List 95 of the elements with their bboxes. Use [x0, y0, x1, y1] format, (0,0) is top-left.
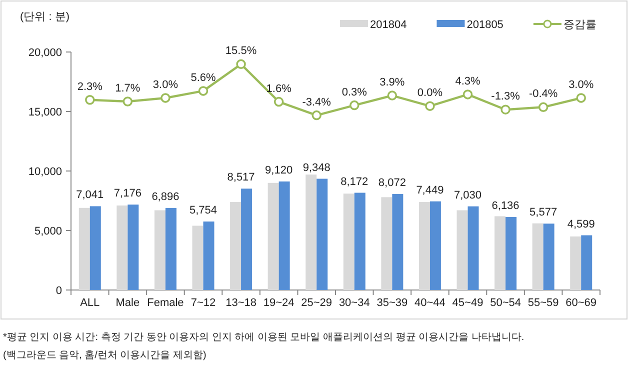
x-tick-label: 55~59	[528, 297, 559, 309]
data-label: 7,176	[114, 188, 142, 200]
bar	[456, 210, 468, 290]
x-tick-label: 19~24	[263, 297, 294, 309]
data-label: 5.6%	[190, 72, 216, 84]
y-axis-title: (단위 : 분)	[20, 11, 70, 23]
bar	[128, 204, 139, 290]
x-tick-label: 50~54	[490, 297, 521, 309]
data-label: 9,348	[302, 162, 330, 174]
point	[160, 93, 170, 103]
legend-label: 201804	[370, 19, 407, 31]
point	[576, 93, 586, 103]
x-tick-label: 25~29	[301, 297, 332, 309]
data-label: 7,449	[416, 184, 444, 196]
bar	[543, 224, 554, 290]
point	[236, 59, 246, 70]
bar	[430, 201, 441, 290]
text: 0	[56, 285, 62, 297]
data-label: 6,896	[152, 190, 180, 203]
x-tick-label: 40~44	[414, 297, 446, 309]
bar	[230, 202, 242, 290]
bar	[392, 194, 404, 290]
bar	[343, 194, 354, 290]
bar	[354, 192, 366, 290]
text: 20,000	[28, 47, 62, 59]
data-label: 4.3%	[455, 75, 480, 88]
bar	[468, 206, 479, 290]
legend-label: 201805	[466, 19, 504, 31]
point	[312, 110, 322, 120]
data-label: 8,172	[340, 176, 368, 188]
bar	[494, 216, 506, 290]
x-tick-label: 13~18	[226, 297, 256, 309]
data-label: 7,041	[76, 189, 104, 202]
x-tick-label: 7~12	[190, 297, 216, 309]
bar	[192, 226, 204, 290]
text: (백그라운드 음악, 홈/런처 이용시간을 제외함)	[3, 350, 206, 361]
point	[425, 101, 435, 111]
bar	[532, 223, 544, 290]
data-label: 6,136	[492, 200, 520, 212]
x-tick-label: 60~69	[566, 297, 597, 309]
point	[198, 86, 208, 96]
data-label: 2.3%	[77, 80, 103, 93]
data-label: 1.6%	[266, 82, 292, 95]
point	[500, 104, 510, 114]
data-label: 3.9%	[380, 76, 405, 89]
bar	[581, 235, 592, 290]
data-label: -3.4%	[302, 96, 332, 108]
point	[274, 96, 284, 107]
point	[387, 90, 398, 100]
text: 5,000	[34, 226, 62, 238]
data-label: 3.0%	[568, 78, 594, 91]
bar	[90, 206, 101, 290]
text: 15,000	[28, 106, 62, 118]
data-label: 15.5%	[225, 45, 257, 58]
point	[350, 100, 360, 110]
x-tick-label: Male	[116, 297, 140, 309]
bar	[570, 236, 582, 290]
point	[122, 96, 133, 106]
data-label: 5,577	[530, 206, 558, 219]
bar	[78, 208, 90, 290]
data-label: -0.4%	[528, 88, 558, 100]
data-label: 7,030	[454, 189, 482, 202]
bar	[241, 188, 252, 290]
bar	[268, 182, 279, 290]
data-label: 8,517	[227, 172, 255, 184]
bar	[418, 202, 430, 290]
data-label: -1.3%	[491, 90, 520, 103]
bar	[381, 197, 392, 290]
bar	[116, 206, 128, 290]
text: 10,000	[28, 166, 62, 178]
bar	[165, 208, 176, 290]
x-tick-label: 35~39	[376, 297, 408, 309]
text: *평균 인지 이용 시간: 측정 기간 동안 이용자의 인지 하에 이용된 모바일 애플리케이션의 평균 이용시간을 나타냅니다.	[3, 332, 524, 343]
bar	[154, 210, 166, 290]
x-tick-label: 30~34	[338, 297, 370, 309]
x-tick-label: 45~49	[452, 297, 484, 309]
legend-label: 증감률	[563, 19, 596, 31]
x-tick-label: Female	[147, 297, 184, 309]
data-label: 8,072	[378, 176, 406, 189]
x-tick-label: ALL	[80, 297, 100, 309]
point	[538, 102, 548, 112]
data-label: 4,599	[567, 218, 595, 230]
data-label: 9,120	[265, 164, 293, 176]
bar	[506, 216, 517, 290]
bar	[316, 178, 328, 290]
data-label: 5,754	[189, 204, 218, 217]
bar	[203, 222, 214, 290]
bar	[278, 181, 290, 290]
bar	[306, 174, 317, 290]
point	[462, 90, 473, 100]
data-label: 0.0%	[417, 87, 443, 100]
data-label: 3.0%	[152, 78, 178, 91]
data-label: 0.3%	[342, 86, 368, 98]
data-label: 1.7%	[115, 82, 140, 94]
point	[85, 94, 95, 105]
